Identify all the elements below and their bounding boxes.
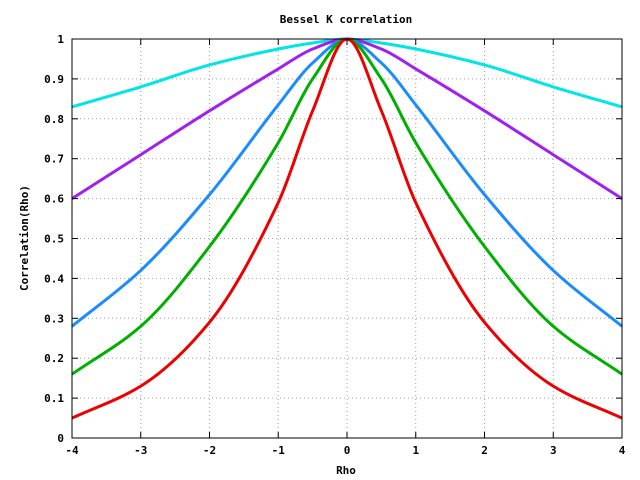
y-tick-label: 0 [57, 432, 64, 445]
y-tick-label: 0.9 [44, 73, 64, 86]
x-tick-label: -4 [65, 444, 79, 457]
y-tick-label: 0.3 [44, 312, 64, 325]
x-tick-label: 2 [481, 444, 488, 457]
x-tick-label: 1 [412, 444, 419, 457]
y-tick-label: 0.6 [44, 193, 64, 206]
ticks: -4 -3 -2 -1 0 1 2 3 4 0 0.1 0.2 0.3 0.4 0.5 0.6 0.7 0.8 0.… [44, 33, 626, 457]
y-tick-label: 0.1 [44, 392, 64, 405]
y-tick-label: 1 [57, 33, 64, 46]
y-tick-label: 0.2 [44, 352, 64, 365]
x-tick-label: -1 [272, 444, 286, 457]
x-axis-label: Rho [336, 464, 356, 477]
y-axis-label: Correlation(Rho) [18, 185, 31, 291]
y-tick-label: 0.4 [44, 272, 64, 285]
x-tick-label: -3 [134, 444, 147, 457]
y-tick-label: 0.7 [44, 153, 64, 166]
x-tick-label: 3 [550, 444, 557, 457]
x-tick-label: 4 [619, 444, 626, 457]
chart-title: Bessel K correlation [280, 13, 412, 26]
grid [72, 39, 622, 438]
y-tick-label: 0.8 [44, 113, 64, 126]
x-tick-label: -2 [203, 444, 216, 457]
x-tick-label: 0 [344, 444, 351, 457]
y-tick-label: 0.5 [44, 233, 64, 246]
